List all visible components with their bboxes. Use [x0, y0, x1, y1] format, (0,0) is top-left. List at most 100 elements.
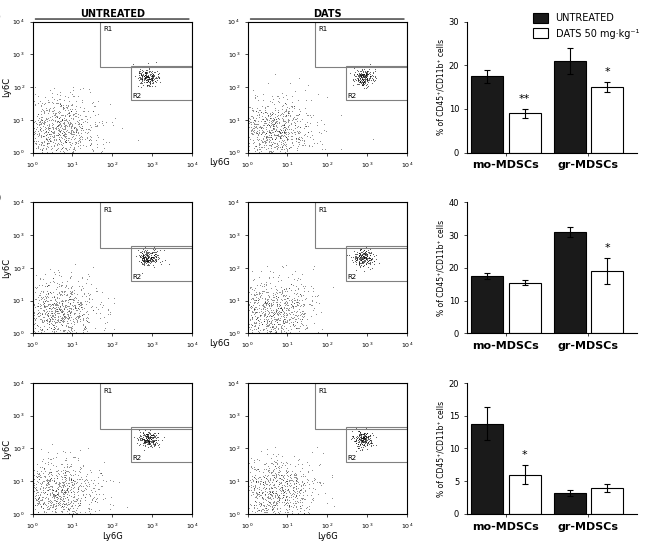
Point: [90, 507, 101, 516]
Point: [145, 440, 155, 448]
Point: [303, 148, 313, 157]
Point: [253, 478, 263, 486]
Point: [266, 483, 276, 492]
Point: [44, 503, 55, 511]
Point: [352, 255, 363, 264]
Point: [51, 148, 61, 157]
Point: [138, 432, 148, 441]
Point: [36, 294, 47, 303]
Point: [283, 507, 293, 516]
Point: [262, 499, 272, 508]
Point: [136, 258, 146, 266]
Point: [255, 510, 265, 518]
Point: [252, 318, 262, 327]
Point: [58, 307, 68, 315]
Point: [153, 433, 163, 441]
Point: [143, 443, 153, 451]
Point: [51, 124, 61, 133]
Point: [37, 325, 47, 333]
Point: [47, 93, 57, 101]
Point: [255, 122, 265, 130]
Point: [27, 488, 38, 497]
Point: [151, 247, 161, 256]
Point: [28, 123, 38, 132]
Point: [257, 281, 267, 290]
Point: [49, 317, 59, 326]
Point: [77, 311, 87, 319]
Point: [278, 329, 289, 338]
Point: [242, 278, 253, 287]
Point: [280, 322, 290, 331]
Point: [242, 118, 253, 127]
Point: [249, 503, 259, 512]
Point: [34, 144, 45, 153]
Point: [365, 431, 376, 439]
Point: [270, 119, 280, 128]
Point: [254, 113, 265, 121]
Point: [48, 135, 58, 144]
Point: [292, 509, 303, 518]
Point: [356, 255, 367, 263]
Point: [257, 301, 267, 309]
Point: [57, 480, 68, 489]
Point: [272, 309, 283, 318]
Point: [66, 141, 77, 149]
Point: [281, 123, 291, 132]
Point: [282, 106, 293, 115]
Point: [300, 308, 311, 317]
Point: [242, 115, 253, 124]
Point: [148, 75, 159, 84]
Point: [135, 74, 146, 83]
Point: [250, 492, 261, 501]
Point: [27, 121, 38, 130]
Point: [320, 488, 330, 497]
Point: [64, 148, 74, 157]
Point: [47, 314, 58, 322]
Point: [266, 477, 277, 486]
Point: [144, 252, 155, 260]
Point: [257, 480, 268, 489]
Point: [79, 289, 89, 298]
Point: [92, 510, 103, 518]
Point: [242, 503, 253, 512]
Point: [65, 323, 75, 332]
Point: [280, 495, 290, 504]
Point: [51, 284, 61, 293]
Point: [142, 431, 153, 440]
Point: [362, 258, 372, 266]
Point: [254, 135, 264, 143]
Point: [137, 254, 148, 263]
Point: [136, 256, 147, 265]
Point: [242, 297, 253, 306]
Point: [255, 292, 265, 300]
Point: [139, 74, 150, 82]
Point: [69, 480, 79, 489]
Point: [274, 148, 284, 157]
Point: [44, 510, 54, 518]
Point: [270, 292, 281, 301]
Point: [274, 306, 284, 315]
Point: [49, 328, 60, 337]
Point: [74, 329, 85, 338]
Point: [52, 140, 62, 148]
Point: [242, 311, 253, 320]
Point: [284, 284, 294, 293]
Point: [27, 318, 38, 326]
Bar: [508, 474, 541, 514]
Point: [365, 253, 375, 262]
Point: [274, 491, 285, 499]
Point: [357, 77, 367, 86]
Point: [135, 78, 145, 87]
Point: [279, 318, 289, 327]
Point: [358, 80, 368, 89]
Point: [281, 110, 291, 119]
Point: [273, 497, 283, 505]
Point: [250, 471, 261, 479]
Point: [143, 59, 153, 68]
Point: [27, 139, 38, 148]
Point: [361, 243, 372, 252]
Point: [63, 504, 73, 513]
Point: [98, 481, 108, 490]
Point: [46, 498, 57, 507]
Point: [242, 498, 253, 506]
